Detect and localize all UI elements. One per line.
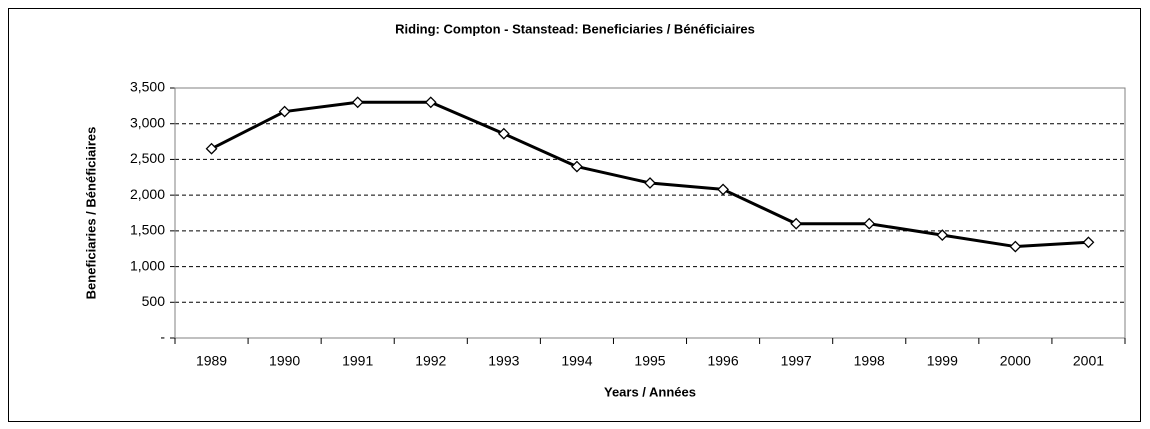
y-tick-label: 500 xyxy=(142,293,166,309)
x-tick-label: 1991 xyxy=(342,353,373,369)
x-tick-label: 1999 xyxy=(927,353,958,369)
y-tick-label: 1,500 xyxy=(130,222,165,238)
chart-frame xyxy=(8,8,1141,422)
x-tick-label: 2000 xyxy=(1000,353,1031,369)
y-tick-label: - xyxy=(160,329,165,345)
marker xyxy=(717,183,729,196)
marker xyxy=(351,96,364,109)
marker xyxy=(863,217,876,230)
y-tick-label: 2,000 xyxy=(130,186,165,202)
x-tick-label: 1998 xyxy=(854,353,885,369)
x-tick-label: 1997 xyxy=(781,353,812,369)
y-tick-label: 3,500 xyxy=(130,79,165,95)
x-tick-label: 2001 xyxy=(1073,353,1104,369)
x-tick-label: 1994 xyxy=(561,353,592,369)
x-axis-title: Years / Années xyxy=(604,384,696,399)
marker xyxy=(1082,236,1095,249)
marker xyxy=(424,96,437,109)
x-tick-label: 1992 xyxy=(415,353,446,369)
x-tick-label: 1996 xyxy=(707,353,738,369)
marker xyxy=(1009,240,1022,253)
marker xyxy=(497,127,510,140)
chart-title: Riding: Compton - Stanstead: Beneficiari… xyxy=(395,21,755,36)
y-tick-label: 2,500 xyxy=(130,150,165,166)
y-tick-label: 1,000 xyxy=(130,257,165,273)
plot-area xyxy=(174,87,1126,339)
x-tick-label: 1995 xyxy=(634,353,665,369)
marker xyxy=(790,217,803,230)
marker xyxy=(936,229,949,242)
marker xyxy=(644,177,656,189)
marker xyxy=(205,142,218,155)
x-tick-label: 1993 xyxy=(488,353,519,369)
x-tick-label: 1989 xyxy=(196,353,227,369)
marker xyxy=(571,160,583,173)
y-axis-title: Beneficiaries / Bénéficiaires xyxy=(83,127,98,300)
x-tick-label: 1990 xyxy=(269,353,300,369)
marker xyxy=(278,105,291,118)
y-tick-label: 3,000 xyxy=(130,114,165,130)
